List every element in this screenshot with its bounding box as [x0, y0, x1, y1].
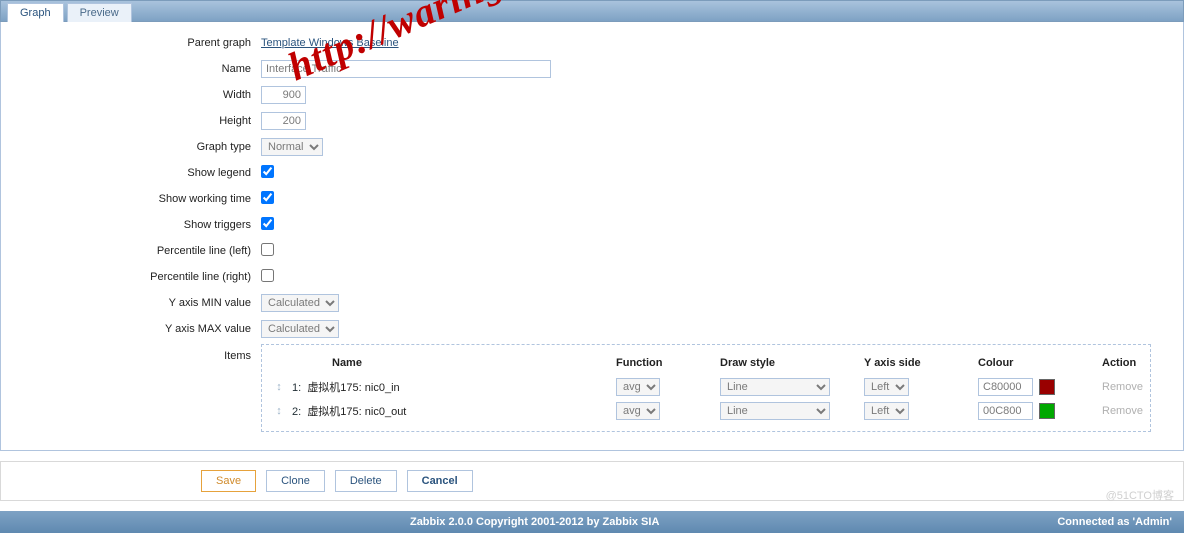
- item-name-link[interactable]: 虚拟机175: nic0_out: [307, 406, 406, 418]
- items-header-function: Function: [616, 357, 716, 369]
- draw-style-select[interactable]: Line: [720, 402, 830, 420]
- function-select[interactable]: avg: [616, 378, 660, 396]
- label-show-legend: Show legend: [15, 167, 261, 179]
- colour-input[interactable]: [978, 378, 1033, 396]
- colour-swatch[interactable]: [1039, 403, 1055, 419]
- label-parent-graph: Parent graph: [15, 37, 261, 49]
- yaxis-min-select[interactable]: Calculated: [261, 294, 339, 312]
- percentile-right-checkbox[interactable]: [261, 269, 274, 282]
- remove-link[interactable]: Remove: [1102, 381, 1182, 393]
- drag-handle-icon[interactable]: ↕: [270, 381, 288, 393]
- remove-link[interactable]: Remove: [1102, 405, 1182, 417]
- height-input[interactable]: [261, 112, 306, 130]
- row-index: 1:: [292, 382, 301, 394]
- label-height: Height: [15, 115, 261, 127]
- label-yaxis-min: Y axis MIN value: [15, 297, 261, 309]
- drag-handle-icon[interactable]: ↕: [270, 405, 288, 417]
- colour-swatch[interactable]: [1039, 379, 1055, 395]
- yaxis-max-select[interactable]: Calculated: [261, 320, 339, 338]
- row-index: 2:: [292, 406, 301, 418]
- tab-bar: Graph Preview: [0, 0, 1184, 22]
- save-button[interactable]: Save: [201, 470, 256, 492]
- yaxis-side-select[interactable]: Left: [864, 378, 909, 396]
- table-row: ↕ 2: 虚拟机175: nic0_out avg Line Left Remo…: [270, 399, 1142, 423]
- items-header-yaxis-side: Y axis side: [864, 357, 974, 369]
- graph-type-select[interactable]: Normal: [261, 138, 323, 156]
- footer-copyright: Zabbix 2.0.0 Copyright 2001-2012 by Zabb…: [12, 516, 1057, 528]
- items-header-action: Action: [1102, 357, 1182, 369]
- label-percentile-right: Percentile line (right): [15, 271, 261, 283]
- percentile-left-checkbox[interactable]: [261, 243, 274, 256]
- items-header-draw-style: Draw style: [720, 357, 860, 369]
- label-yaxis-max: Y axis MAX value: [15, 323, 261, 335]
- label-percentile-left: Percentile line (left): [15, 245, 261, 257]
- items-header-name: Name: [292, 357, 612, 369]
- draw-style-select[interactable]: Line: [720, 378, 830, 396]
- width-input[interactable]: [261, 86, 306, 104]
- item-name-link[interactable]: 虚拟机175: nic0_in: [307, 382, 399, 394]
- parent-graph-link[interactable]: Template Windows Baseline: [261, 37, 399, 49]
- delete-button[interactable]: Delete: [335, 470, 397, 492]
- label-show-triggers: Show triggers: [15, 219, 261, 231]
- yaxis-side-select[interactable]: Left: [864, 402, 909, 420]
- show-legend-checkbox[interactable]: [261, 165, 274, 178]
- label-items: Items: [15, 344, 261, 362]
- label-name: Name: [15, 63, 261, 75]
- tab-graph[interactable]: Graph: [7, 3, 64, 22]
- cancel-button[interactable]: Cancel: [407, 470, 473, 492]
- items-table: Name Function Draw style Y axis side Col…: [261, 344, 1151, 432]
- footer-connected: Connected as 'Admin': [1057, 516, 1172, 528]
- name-input[interactable]: [261, 60, 551, 78]
- function-select[interactable]: avg: [616, 402, 660, 420]
- label-graph-type: Graph type: [15, 141, 261, 153]
- colour-input[interactable]: [978, 402, 1033, 420]
- label-width: Width: [15, 89, 261, 101]
- show-working-time-checkbox[interactable]: [261, 191, 274, 204]
- tab-preview[interactable]: Preview: [67, 3, 132, 22]
- graph-form-panel: http://waringid.blog.51cto.com Parent gr…: [0, 22, 1184, 451]
- table-row: ↕ 1: 虚拟机175: nic0_in avg Line Left Remov…: [270, 375, 1142, 399]
- items-header-colour: Colour: [978, 357, 1098, 369]
- show-triggers-checkbox[interactable]: [261, 217, 274, 230]
- clone-button[interactable]: Clone: [266, 470, 325, 492]
- footer-bar: Zabbix 2.0.0 Copyright 2001-2012 by Zabb…: [0, 511, 1184, 533]
- label-show-working-time: Show working time: [15, 193, 261, 205]
- buttons-bar: Save Clone Delete Cancel: [0, 461, 1184, 501]
